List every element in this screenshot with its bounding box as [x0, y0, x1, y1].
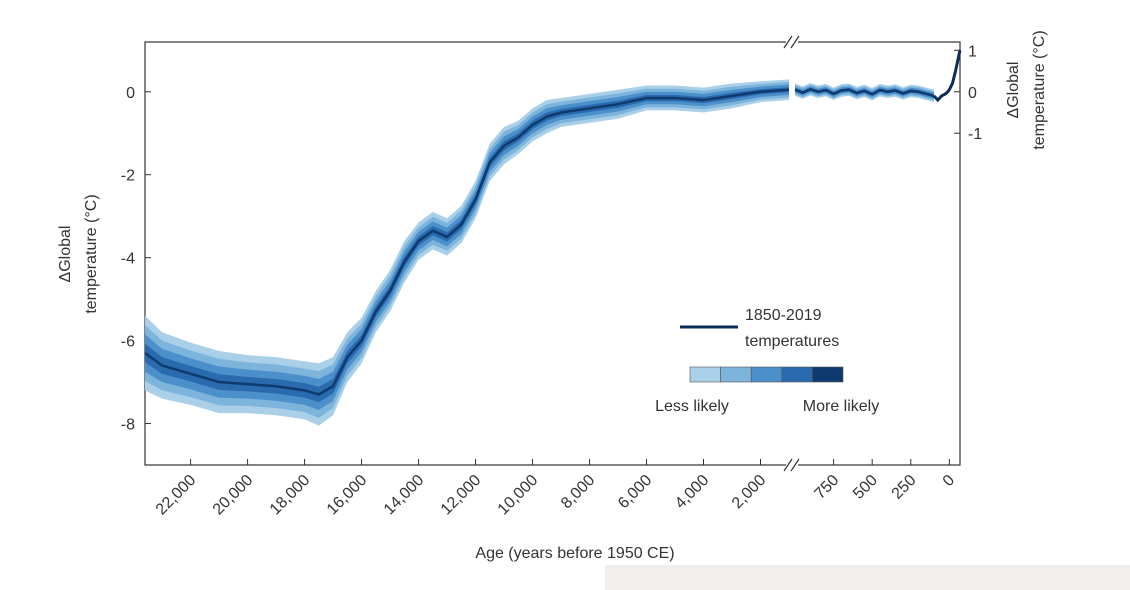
y-tick-label: -6 — [121, 334, 135, 351]
plot-frame — [144, 41, 961, 466]
y2-axis-label: temperature (°C) — [1031, 30, 1048, 149]
x-axis-label: Age (years before 1950 CE) — [475, 545, 674, 562]
y-axis-label: temperature (°C) — [83, 194, 100, 313]
x-tick-label: 4,000 — [672, 472, 712, 512]
y2-axis-label: ΔGlobal — [1005, 62, 1022, 119]
x-tick-label: 14,000 — [381, 472, 428, 519]
scale-label: Less likely — [655, 398, 729, 415]
color-scale-cell — [720, 366, 752, 383]
x-tick-label: 750 — [812, 472, 843, 503]
median-line — [144, 88, 790, 396]
axis-break — [786, 36, 798, 48]
y-tick-label: 0 — [126, 85, 135, 102]
y-tick-label: -2 — [121, 168, 135, 185]
x-tick-label: 2,000 — [729, 472, 769, 512]
break-mark — [783, 35, 793, 49]
caption-overlay — [605, 565, 1130, 590]
x-tick-label: 0 — [940, 472, 958, 490]
legend-label: 1850-2019 temperatures — [745, 307, 840, 350]
y-tick-label: -8 — [121, 417, 135, 434]
x-tick-label: 22,000 — [153, 472, 200, 519]
x-tick-label: 250 — [889, 472, 920, 503]
color-scale-cell — [781, 366, 813, 383]
break-mark — [783, 458, 793, 472]
y-axis-label: ΔGlobal — [57, 226, 74, 283]
y2-tick-label: -1 — [968, 126, 982, 143]
x-tick-label: 500 — [850, 472, 881, 503]
instrumental-line — [932, 49, 962, 103]
color-scale-cell — [689, 366, 721, 383]
median-line — [794, 87, 935, 98]
x-tick-label: 12,000 — [438, 472, 485, 519]
axis-break — [786, 459, 798, 471]
uncertainty-band — [795, 86, 934, 100]
y2-tick-label: 1 — [968, 43, 977, 60]
color-scale-cell — [750, 366, 783, 383]
y-tick-label: -4 — [121, 251, 135, 268]
x-tick-label: 20,000 — [210, 472, 257, 519]
scale-label: More likely — [803, 398, 879, 415]
x-tick-label: 6,000 — [615, 472, 655, 512]
break-mark — [790, 35, 800, 49]
x-tick-label: 10,000 — [495, 472, 542, 519]
x-tick-label: 16,000 — [324, 472, 371, 519]
x-tick-label: 8,000 — [558, 472, 598, 512]
color-scale-cell — [812, 366, 844, 383]
y2-tick-label: 0 — [968, 85, 977, 102]
x-tick-label: 18,000 — [267, 472, 314, 519]
break-mark — [790, 458, 800, 472]
